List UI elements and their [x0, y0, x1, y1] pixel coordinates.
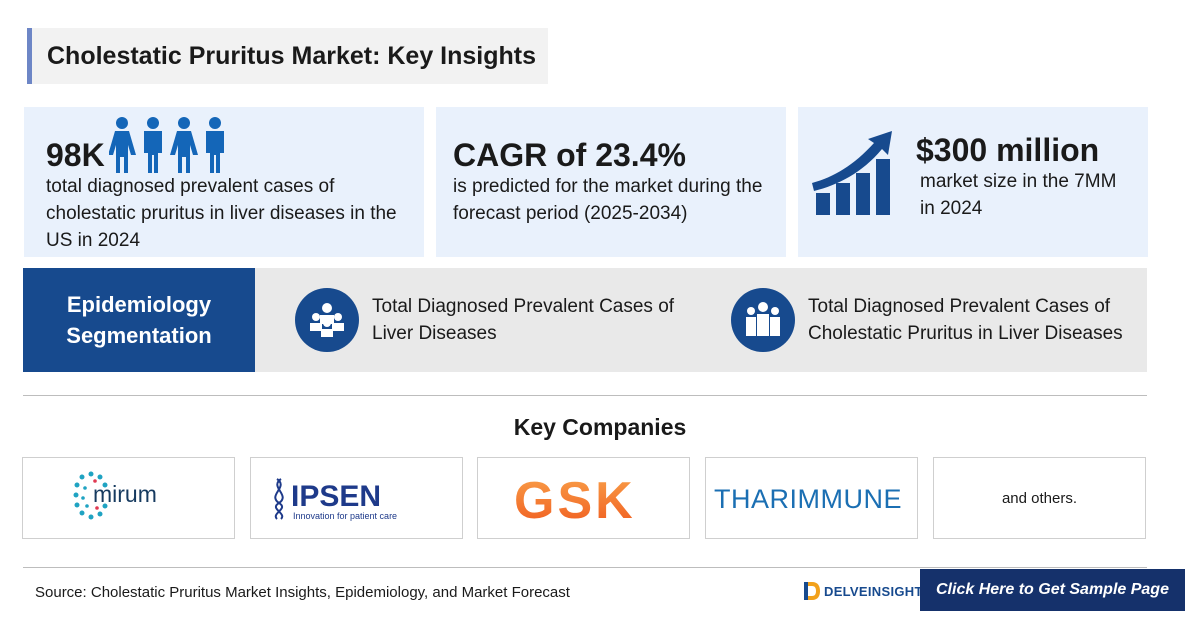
- section-divider: [23, 395, 1147, 396]
- people-icon: [109, 117, 224, 173]
- gsk-logo: GSK: [514, 473, 636, 523]
- tharimmune-logo: THARIMMUNE: [714, 484, 902, 514]
- epidemiology-label-box: Epidemiology Segmentation: [23, 268, 255, 372]
- insight-card-market-size: $300 million market size in the 7MM in 2…: [798, 107, 1148, 257]
- cases-description: total diagnosed prevalent cases of chole…: [46, 176, 397, 251]
- key-companies-title: Key Companies: [513, 414, 687, 440]
- ipsen-tagline: Innovation for patient care: [293, 511, 397, 521]
- page-title: Cholestatic Pruritus Market: Key Insight…: [47, 41, 537, 70]
- epidemiology-segmentation: Epidemiology Segmentation Total Diagnose…: [23, 268, 1147, 372]
- group-icon: [295, 288, 359, 352]
- company-logo-gsk: GSK: [477, 457, 690, 539]
- source-text: Source: Cholestatic Pruritus Market Insi…: [35, 584, 570, 601]
- growth-chart-icon: [812, 131, 892, 215]
- mirum-logo: mirum: [73, 471, 157, 520]
- crowd-icon: [731, 288, 795, 352]
- tharimmune-wordmark: THARIMMUNE: [714, 484, 902, 514]
- epidemiology-label: Epidemiology Segmentation: [66, 292, 212, 348]
- epi-item-text: Total Diagnosed Prevalent Cases of Liver…: [372, 296, 675, 344]
- market-size-value: $300 million: [916, 132, 1100, 168]
- company-logo-tharimmune: THARIMMUNE: [705, 457, 918, 539]
- company-logo-mirum: mirum: [22, 457, 235, 539]
- footer-divider: [23, 567, 1147, 568]
- delveinsight-brand: DELVEINSIGHT: [803, 580, 923, 602]
- sample-page-button-label: Click Here to Get Sample Page: [936, 581, 1169, 598]
- ipsen-logo: IPSEN Innovation for patient care: [273, 478, 397, 521]
- cagr-description: is predicted for the market during the f…: [453, 176, 763, 224]
- epi-item-text: Total Diagnosed Prevalent Cases of Chole…: [808, 296, 1123, 344]
- sample-page-button[interactable]: Click Here to Get Sample Page: [920, 569, 1185, 611]
- mirum-wordmark: mirum: [93, 481, 157, 507]
- insight-card-cases: 98K total diagnosed prevalent cases of c…: [24, 107, 424, 257]
- delveinsight-wordmark: DELVEINSIGHT: [824, 583, 923, 599]
- epi-item-cholestatic-pruritus: Total Diagnosed Prevalent Cases of Chole…: [731, 268, 1158, 372]
- cagr-value: CAGR of 23.4%: [453, 137, 686, 173]
- epi-item-liver-diseases: Total Diagnosed Prevalent Cases of Liver…: [295, 268, 682, 372]
- company-logo-ipsen: IPSEN Innovation for patient care: [250, 457, 463, 539]
- market-size-description: market size in the 7MM in 2024: [920, 171, 1117, 219]
- insight-card-cagr: CAGR of 23.4% is predicted for the marke…: [436, 107, 786, 257]
- header-title-box: Cholestatic Pruritus Market: Key Insight…: [27, 28, 548, 84]
- cases-value: 98K: [46, 137, 105, 173]
- ipsen-wordmark: IPSEN: [291, 480, 381, 513]
- gsk-wordmark: GSK: [514, 473, 636, 523]
- others-label: and others.: [1001, 489, 1078, 507]
- delveinsight-logo-icon: [804, 582, 820, 600]
- company-logo-others: and others.: [933, 457, 1146, 539]
